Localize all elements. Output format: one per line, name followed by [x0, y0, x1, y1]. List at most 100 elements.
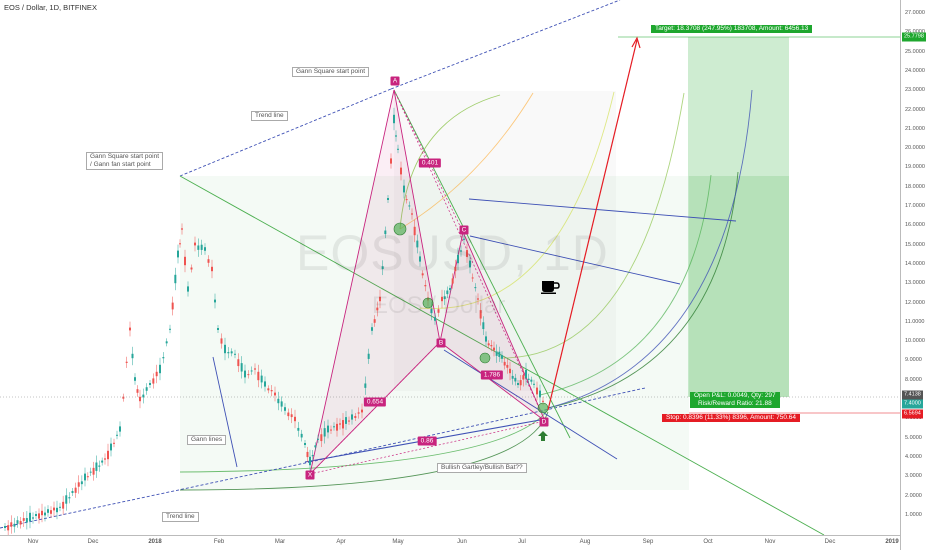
- candle-body: [333, 426, 335, 428]
- candle-body: [19, 520, 22, 525]
- candle-body: [32, 517, 34, 519]
- candle-body: [519, 380, 522, 386]
- candle-body: [227, 352, 230, 354]
- price-tick: 24.0000: [905, 67, 925, 74]
- annotation-gann-square-start-top[interactable]: Gann Square start point: [292, 67, 370, 77]
- candle-body: [437, 309, 440, 313]
- stop-box[interactable]: Stop: 0.8396 (11.33%) 8396, Amount: 750.…: [662, 414, 800, 422]
- annotation-bullish-pattern[interactable]: Bullish Gartley/Bullish Bat??: [437, 463, 527, 473]
- candle-body: [533, 383, 535, 385]
- candle-body: [522, 375, 525, 380]
- candle-body: [179, 243, 181, 245]
- candle-body: [457, 254, 459, 264]
- candle-body: [270, 390, 273, 392]
- price-tick: 11.0000: [905, 318, 925, 325]
- price-candles: [4, 107, 544, 535]
- point-d-label[interactable]: D: [539, 417, 549, 427]
- time-tick: Feb: [213, 539, 225, 545]
- price-tick: 1.0000: [905, 511, 922, 518]
- ratio-1786[interactable]: 1.786: [480, 370, 504, 380]
- candle-body: [10, 522, 13, 527]
- candle-body: [530, 379, 533, 382]
- candle-body: [419, 256, 421, 262]
- candle-body: [330, 429, 332, 431]
- harmonic-pattern[interactable]: [309, 89, 547, 476]
- ratio-0654[interactable]: 0.654: [363, 397, 387, 407]
- price-tick: 9.0000: [905, 357, 922, 364]
- chart-area[interactable]: EOS / Dollar, 1D, BITFINEX EOSUSD, 1D EO…: [0, 0, 900, 535]
- time-tick: Dec: [824, 539, 836, 545]
- annotation-trend-line-top[interactable]: Trend line: [251, 111, 288, 121]
- open-pl-box[interactable]: Open P&L: 0.0049, Qty: 297 Risk/Reward R…: [690, 392, 780, 408]
- price-axis[interactable]: 27.0000 26.0000 25.0000 24.0000 23.0000 22.00…: [900, 0, 932, 550]
- point-c-label[interactable]: C: [459, 225, 469, 235]
- candle-body: [80, 481, 83, 485]
- candle-body: [129, 327, 131, 331]
- chart-canvas[interactable]: [0, 0, 900, 535]
- candle-body: [536, 387, 538, 395]
- price-tick: 22.0000: [905, 106, 925, 113]
- current-price-tag-2: 7.4000: [902, 399, 923, 409]
- candle-body: [345, 417, 347, 424]
- candle-body: [479, 310, 482, 319]
- candle-body: [162, 357, 165, 359]
- candle-body: [125, 361, 128, 363]
- candle-body: [471, 277, 474, 279]
- symbol-title[interactable]: EOS / Dollar, 1D, BITFINEX: [4, 3, 97, 12]
- annotation-gann-square-fan[interactable]: Gann Square start point / Gann fan start…: [86, 152, 164, 170]
- candle-body: [469, 260, 471, 268]
- candle-body: [244, 370, 246, 378]
- arrow-up-icon[interactable]: [538, 431, 548, 441]
- time-tick: Mar: [274, 539, 286, 545]
- candle-body: [101, 460, 104, 463]
- ratio-0401[interactable]: 0.401: [418, 158, 442, 168]
- candle-body: [503, 361, 506, 366]
- target-zone[interactable]: [688, 37, 789, 397]
- time-tick: May: [392, 539, 404, 545]
- candle-body: [430, 308, 433, 314]
- candle-body: [405, 199, 408, 201]
- point-x-label[interactable]: X: [305, 470, 315, 480]
- time-axis[interactable]: Nov Dec 2018 Feb Mar Apr May Jun Jul Aug Sep Oct Nov…: [0, 535, 900, 551]
- candle-body: [361, 409, 363, 413]
- candle-body: [217, 328, 219, 330]
- candle-body: [68, 497, 71, 499]
- candle-body: [304, 443, 306, 445]
- time-tick: Sep: [642, 539, 654, 545]
- price-tick: 20.0000: [905, 145, 925, 152]
- candle-body: [56, 507, 58, 513]
- candle-body: [280, 401, 283, 407]
- target-projection-arrow[interactable]: [547, 36, 641, 411]
- candle-body: [237, 359, 240, 367]
- gann-square-box-right: [689, 176, 789, 397]
- candle-body: [107, 450, 109, 460]
- candle-body: [50, 510, 52, 514]
- candle-body: [200, 244, 203, 250]
- candle-body: [517, 383, 519, 385]
- candle-body: [514, 377, 517, 382]
- candle-body: [214, 299, 216, 303]
- candle-body: [408, 205, 411, 207]
- candle-body: [351, 414, 353, 420]
- candle-body: [411, 213, 413, 215]
- candle-body: [413, 226, 416, 236]
- candle-body: [323, 428, 326, 437]
- ratio-086[interactable]: 0.86: [417, 436, 437, 446]
- trend-lines[interactable]: [0, 0, 825, 535]
- coffee-cup-icon[interactable]: [540, 278, 560, 294]
- candle-body: [174, 274, 177, 284]
- candle-body: [509, 368, 511, 374]
- candle-body: [220, 338, 223, 344]
- target-box[interactable]: Target: 18.3708 (247.95%) 183708, Amount…: [651, 25, 813, 33]
- candle-body: [181, 228, 183, 230]
- candle-body: [110, 443, 112, 451]
- annotation-trend-line-bottom[interactable]: Trend line: [162, 512, 199, 522]
- candle-body: [184, 256, 186, 266]
- candle-body: [441, 296, 443, 302]
- time-tick: Oct: [703, 539, 713, 545]
- candle-body: [357, 412, 360, 414]
- annotation-gann-square-fan-line2: / Gann fan start point: [90, 161, 151, 168]
- point-b-label[interactable]: B: [436, 338, 446, 348]
- annotation-gann-lines[interactable]: Gann lines: [187, 435, 227, 445]
- point-a-label[interactable]: A: [390, 76, 400, 86]
